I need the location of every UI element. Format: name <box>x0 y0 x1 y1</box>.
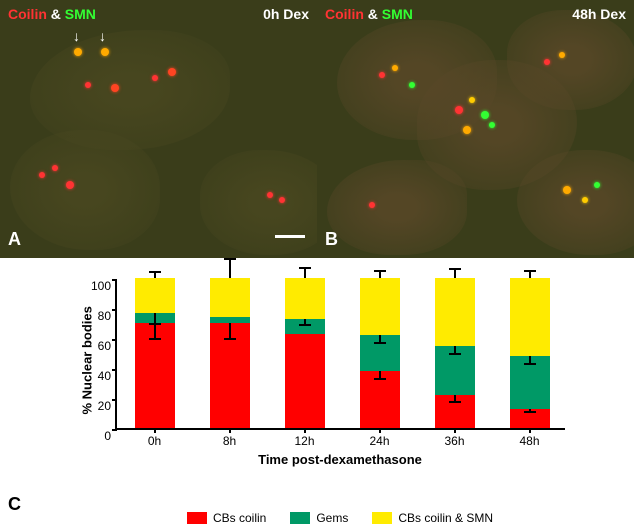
panel-b-stain-label: Coilin & SMN <box>325 6 413 22</box>
panel-a: Coilin & SMN 0h Dex A ↓↓ <box>0 0 317 258</box>
smn-text: SMN <box>382 6 413 22</box>
amp-text: & <box>47 6 65 22</box>
coilin-text: Coilin <box>325 6 364 22</box>
panel-b-time: 48h Dex <box>572 6 626 22</box>
panel-a-stain-label: Coilin & SMN <box>8 6 96 22</box>
panel-a-letter: A <box>8 229 21 250</box>
coilin-text: Coilin <box>8 6 47 22</box>
panel-a-time: 0h Dex <box>263 6 309 22</box>
bar-chart-area: % Nuclear bodies0204060801000h8h12h24h36… <box>115 280 565 525</box>
smn-text: SMN <box>65 6 96 22</box>
image-panels: Coilin & SMN 0h Dex A ↓↓ Coilin & SMN 48… <box>0 0 634 258</box>
amp-text: & <box>364 6 382 22</box>
panel-c-letter: C <box>8 494 21 515</box>
panel-b-letter: B <box>325 229 338 250</box>
panel-b: Coilin & SMN 48h Dex B <box>317 0 634 258</box>
